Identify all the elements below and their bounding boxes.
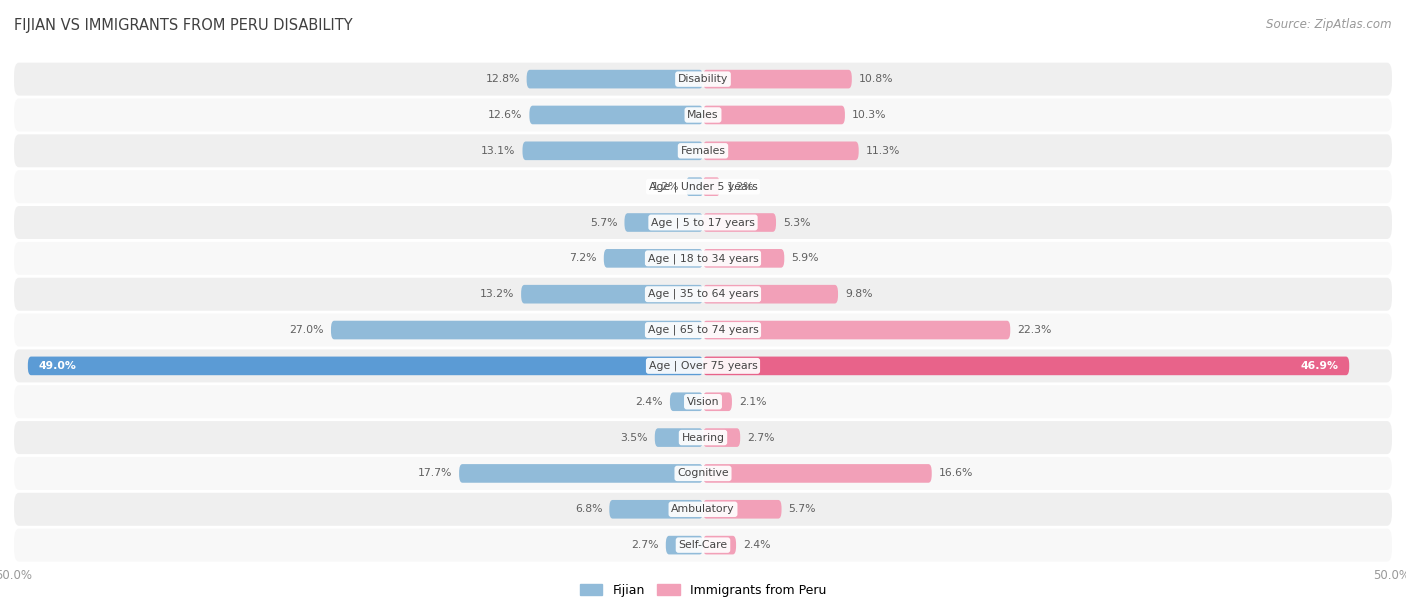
- Text: 5.9%: 5.9%: [792, 253, 818, 263]
- FancyBboxPatch shape: [703, 357, 1350, 375]
- FancyBboxPatch shape: [703, 177, 720, 196]
- Text: 16.6%: 16.6%: [939, 468, 973, 479]
- FancyBboxPatch shape: [28, 357, 703, 375]
- Text: 2.4%: 2.4%: [742, 540, 770, 550]
- FancyBboxPatch shape: [14, 529, 1392, 562]
- FancyBboxPatch shape: [703, 70, 852, 89]
- FancyBboxPatch shape: [523, 141, 703, 160]
- Legend: Fijian, Immigrants from Peru: Fijian, Immigrants from Peru: [575, 579, 831, 602]
- FancyBboxPatch shape: [14, 170, 1392, 203]
- FancyBboxPatch shape: [666, 536, 703, 554]
- Text: Cognitive: Cognitive: [678, 468, 728, 479]
- FancyBboxPatch shape: [655, 428, 703, 447]
- Text: 10.3%: 10.3%: [852, 110, 886, 120]
- FancyBboxPatch shape: [686, 177, 703, 196]
- FancyBboxPatch shape: [703, 392, 733, 411]
- FancyBboxPatch shape: [703, 213, 776, 232]
- Text: Females: Females: [681, 146, 725, 156]
- Text: 2.1%: 2.1%: [738, 397, 766, 407]
- Text: 3.5%: 3.5%: [620, 433, 648, 442]
- Text: 12.8%: 12.8%: [485, 74, 520, 84]
- FancyBboxPatch shape: [14, 313, 1392, 346]
- Text: Age | 65 to 74 years: Age | 65 to 74 years: [648, 325, 758, 335]
- FancyBboxPatch shape: [14, 206, 1392, 239]
- FancyBboxPatch shape: [14, 493, 1392, 526]
- Text: 1.2%: 1.2%: [727, 182, 754, 192]
- Text: 2.7%: 2.7%: [747, 433, 775, 442]
- FancyBboxPatch shape: [460, 464, 703, 483]
- Text: Source: ZipAtlas.com: Source: ZipAtlas.com: [1267, 18, 1392, 31]
- Text: Age | Over 75 years: Age | Over 75 years: [648, 360, 758, 371]
- Text: 7.2%: 7.2%: [569, 253, 598, 263]
- FancyBboxPatch shape: [14, 99, 1392, 132]
- Text: Self-Care: Self-Care: [679, 540, 727, 550]
- Text: Age | Under 5 years: Age | Under 5 years: [648, 181, 758, 192]
- Text: 46.9%: 46.9%: [1301, 361, 1339, 371]
- Text: 27.0%: 27.0%: [290, 325, 323, 335]
- FancyBboxPatch shape: [624, 213, 703, 232]
- Text: Age | 5 to 17 years: Age | 5 to 17 years: [651, 217, 755, 228]
- FancyBboxPatch shape: [527, 70, 703, 89]
- Text: Age | 35 to 64 years: Age | 35 to 64 years: [648, 289, 758, 299]
- Text: 22.3%: 22.3%: [1017, 325, 1052, 335]
- Text: 5.7%: 5.7%: [591, 217, 617, 228]
- FancyBboxPatch shape: [14, 385, 1392, 418]
- FancyBboxPatch shape: [703, 249, 785, 267]
- Text: Ambulatory: Ambulatory: [671, 504, 735, 514]
- FancyBboxPatch shape: [703, 536, 737, 554]
- FancyBboxPatch shape: [703, 141, 859, 160]
- FancyBboxPatch shape: [14, 421, 1392, 454]
- FancyBboxPatch shape: [522, 285, 703, 304]
- Text: 5.7%: 5.7%: [789, 504, 815, 514]
- Text: Vision: Vision: [686, 397, 720, 407]
- FancyBboxPatch shape: [14, 62, 1392, 95]
- FancyBboxPatch shape: [609, 500, 703, 518]
- FancyBboxPatch shape: [703, 285, 838, 304]
- FancyBboxPatch shape: [330, 321, 703, 340]
- FancyBboxPatch shape: [703, 321, 1011, 340]
- FancyBboxPatch shape: [14, 349, 1392, 382]
- Text: 6.8%: 6.8%: [575, 504, 602, 514]
- FancyBboxPatch shape: [14, 134, 1392, 167]
- FancyBboxPatch shape: [14, 242, 1392, 275]
- Text: 9.8%: 9.8%: [845, 289, 872, 299]
- FancyBboxPatch shape: [703, 500, 782, 518]
- FancyBboxPatch shape: [14, 457, 1392, 490]
- FancyBboxPatch shape: [703, 428, 740, 447]
- FancyBboxPatch shape: [703, 464, 932, 483]
- Text: Hearing: Hearing: [682, 433, 724, 442]
- Text: 5.3%: 5.3%: [783, 217, 810, 228]
- Text: 11.3%: 11.3%: [866, 146, 900, 156]
- Text: 17.7%: 17.7%: [418, 468, 453, 479]
- FancyBboxPatch shape: [14, 278, 1392, 311]
- Text: Age | 18 to 34 years: Age | 18 to 34 years: [648, 253, 758, 264]
- Text: 13.2%: 13.2%: [479, 289, 515, 299]
- Text: 1.2%: 1.2%: [652, 182, 679, 192]
- FancyBboxPatch shape: [530, 106, 703, 124]
- Text: 10.8%: 10.8%: [859, 74, 893, 84]
- Text: Males: Males: [688, 110, 718, 120]
- Text: 49.0%: 49.0%: [39, 361, 77, 371]
- Text: 2.4%: 2.4%: [636, 397, 664, 407]
- Text: 13.1%: 13.1%: [481, 146, 516, 156]
- Text: FIJIAN VS IMMIGRANTS FROM PERU DISABILITY: FIJIAN VS IMMIGRANTS FROM PERU DISABILIT…: [14, 18, 353, 34]
- Text: 2.7%: 2.7%: [631, 540, 659, 550]
- Text: 12.6%: 12.6%: [488, 110, 523, 120]
- FancyBboxPatch shape: [669, 392, 703, 411]
- FancyBboxPatch shape: [603, 249, 703, 267]
- Text: Disability: Disability: [678, 74, 728, 84]
- FancyBboxPatch shape: [703, 106, 845, 124]
